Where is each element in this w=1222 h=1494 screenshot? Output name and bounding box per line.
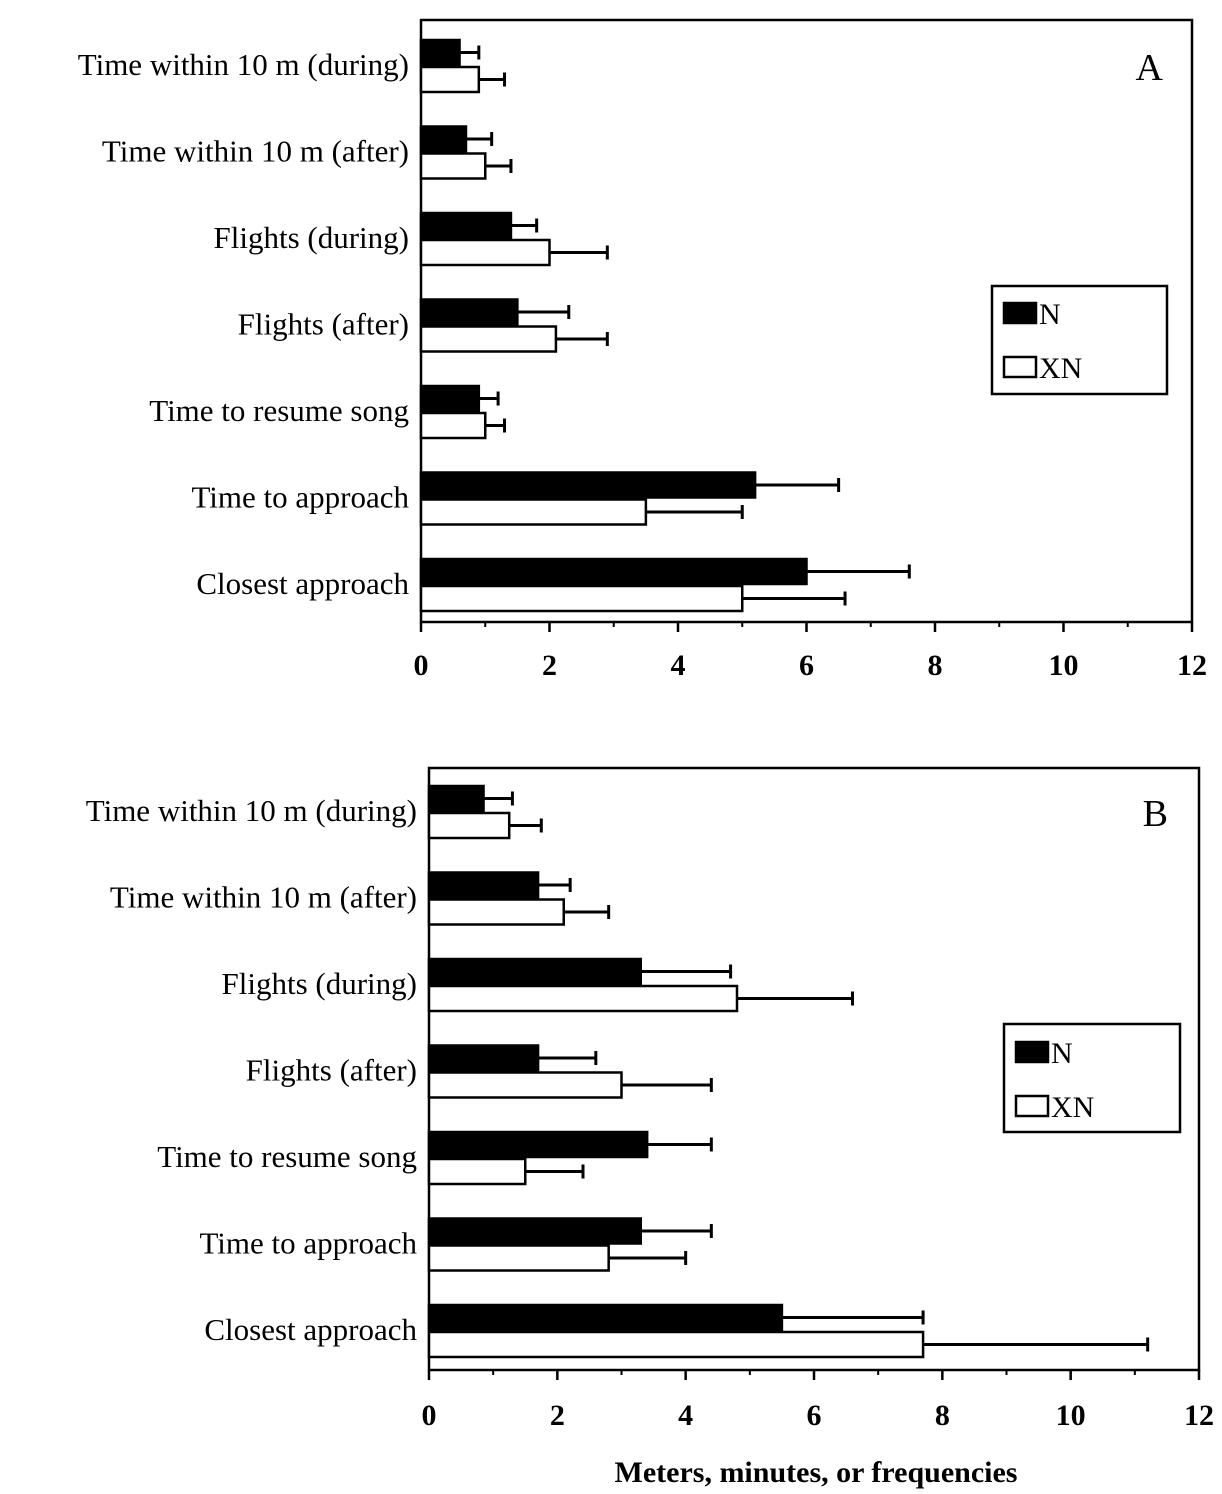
- panel-a-legend-label-xn: XN: [1039, 352, 1082, 385]
- panel-a-category-label-time-to-resume-song: Time to resume song: [149, 393, 409, 428]
- panel-b-bar-n-flights-during: [427, 957, 642, 986]
- panel-b-x-tick-label-10: 10: [1056, 1399, 1086, 1432]
- panel-b-x-tick-label-2: 2: [550, 1399, 565, 1432]
- panel-a-legend: N XN: [990, 284, 1169, 396]
- panel-a-bar-n-flights-during: [419, 211, 513, 240]
- panel-a-category-label-flights-during: Flights (during): [214, 220, 409, 255]
- panel-b-x-tick-label-8: 8: [935, 1399, 950, 1432]
- panel-a-category-label-time-to-approach: Time to approach: [191, 480, 409, 515]
- panel-a-bar-n-flights-after: [419, 298, 519, 326]
- panel-b-letter: B: [1143, 793, 1168, 835]
- panel-a-x-tick-label-0: 0: [414, 649, 429, 682]
- panel-b-category-label-flights-after: Flights (after): [246, 1053, 417, 1088]
- panel-a-bar-xn-time-to-resume-song: [419, 411, 487, 440]
- panel-a-letter: A: [1136, 47, 1164, 89]
- panel-b-bar-xn-time-to-resume-song: [427, 1157, 527, 1186]
- panel-a-x-tick-label-12: 12: [1177, 649, 1207, 682]
- panel-b-category-label-time-within-10-m-during: Time within 10 m (during): [86, 793, 417, 828]
- panel-a-legend-label-n: N: [1039, 298, 1061, 331]
- panel-b-category-label-time-to-resume-song: Time to resume song: [157, 1139, 417, 1174]
- panel-a-bar-xn-flights-during: [419, 238, 551, 267]
- panel-b-legend-swatch-xn: [1014, 1094, 1050, 1118]
- panel-b-bar-xn-flights-during: [427, 984, 739, 1013]
- panel-a-x-tick-label-4: 4: [671, 649, 686, 682]
- panel-b-category-label-time-within-10-m-after: Time within 10 m (after): [110, 880, 417, 915]
- panel-b-legend-label-xn: XN: [1051, 1091, 1094, 1124]
- panel-a-bar-xn-time-within-10-m-after: [419, 152, 487, 180]
- panel-b-bar-xn-time-to-approach: [427, 1244, 610, 1272]
- panel-a-bar-n-closest-approach: [419, 557, 808, 586]
- panel-b-bar-n-time-within-10-m-after: [427, 871, 540, 899]
- panel-a-legend-swatch-n: [1002, 301, 1038, 325]
- panel-a-bar-n-time-within-10-m-after: [419, 125, 468, 153]
- panel-a-bar-n-time-to-resume-song: [419, 384, 481, 413]
- panel-a-legend-swatch-xn: [1002, 355, 1038, 379]
- panel-a-category-label-time-within-10-m-after: Time within 10 m (after): [102, 134, 409, 169]
- panel-b-bar-xn-flights-after: [427, 1071, 623, 1099]
- panel-b-bar-xn-closest-approach: [427, 1330, 925, 1359]
- panel-b-bar-n-closest-approach: [427, 1303, 784, 1332]
- panel-a-category-label-time-within-10-m-during: Time within 10 m (during): [78, 47, 409, 82]
- panel-b-legend-label-n: N: [1051, 1037, 1073, 1070]
- panel-b-bar-n-time-within-10-m-during: [427, 784, 485, 813]
- panel-b-bar-n-flights-after: [427, 1044, 540, 1072]
- panel-b-category-label-closest-approach: Closest approach: [204, 1312, 417, 1347]
- panel-b-x-tick-label-4: 4: [678, 1399, 693, 1432]
- panel-b-bar-xn-time-within-10-m-after: [427, 898, 565, 926]
- panel-a-bar-n-time-to-approach: [419, 471, 757, 499]
- panel-a-bar-n-time-within-10-m-during: [419, 38, 461, 67]
- panel-a-category-label-flights-after: Flights (after): [238, 307, 409, 342]
- panel-a-bar-xn-time-within-10-m-during: [419, 65, 481, 94]
- panel-b-bar-xn-time-within-10-m-during: [427, 811, 511, 840]
- panel-b-x-tick-label-6: 6: [807, 1399, 822, 1432]
- panel-b-bar-n-time-to-resume-song: [427, 1130, 649, 1159]
- panel-b-category-label-flights-during: Flights (during): [222, 966, 417, 1001]
- panel-b-x-tick-label-12: 12: [1184, 1399, 1214, 1432]
- panel-a-bar-xn-closest-approach: [419, 584, 744, 613]
- panel-a-bar-xn-time-to-approach: [419, 498, 648, 526]
- panel-a-x-tick-label-8: 8: [928, 649, 943, 682]
- panel-a-x-tick-label-10: 10: [1049, 649, 1079, 682]
- panel-a-x-tick-label-2: 2: [542, 649, 557, 682]
- panel-b-category-label-time-to-approach: Time to approach: [199, 1226, 417, 1261]
- panel-a-bar-xn-flights-after: [419, 325, 558, 353]
- panel-a: 0 2 4 6 8 10 12 Time within 10 m (during) Time w…: [78, 18, 1207, 682]
- panel-a-x-tick-label-6: 6: [799, 649, 814, 682]
- panel-b-legend-swatch-n: [1014, 1040, 1050, 1064]
- panel-b-legend: N XN: [1002, 1022, 1182, 1134]
- panel-b-x-axis-label: Meters, minutes, or frequencies: [615, 1456, 1018, 1489]
- panel-b: 0 2 4 6 8 10 12 Time within 10 m (during) Time w…: [86, 766, 1214, 1489]
- panel-b-bar-n-time-to-approach: [427, 1217, 642, 1245]
- panel-b-x-tick-label-0: 0: [422, 1399, 437, 1432]
- panel-a-category-label-closest-approach: Closest approach: [196, 566, 409, 601]
